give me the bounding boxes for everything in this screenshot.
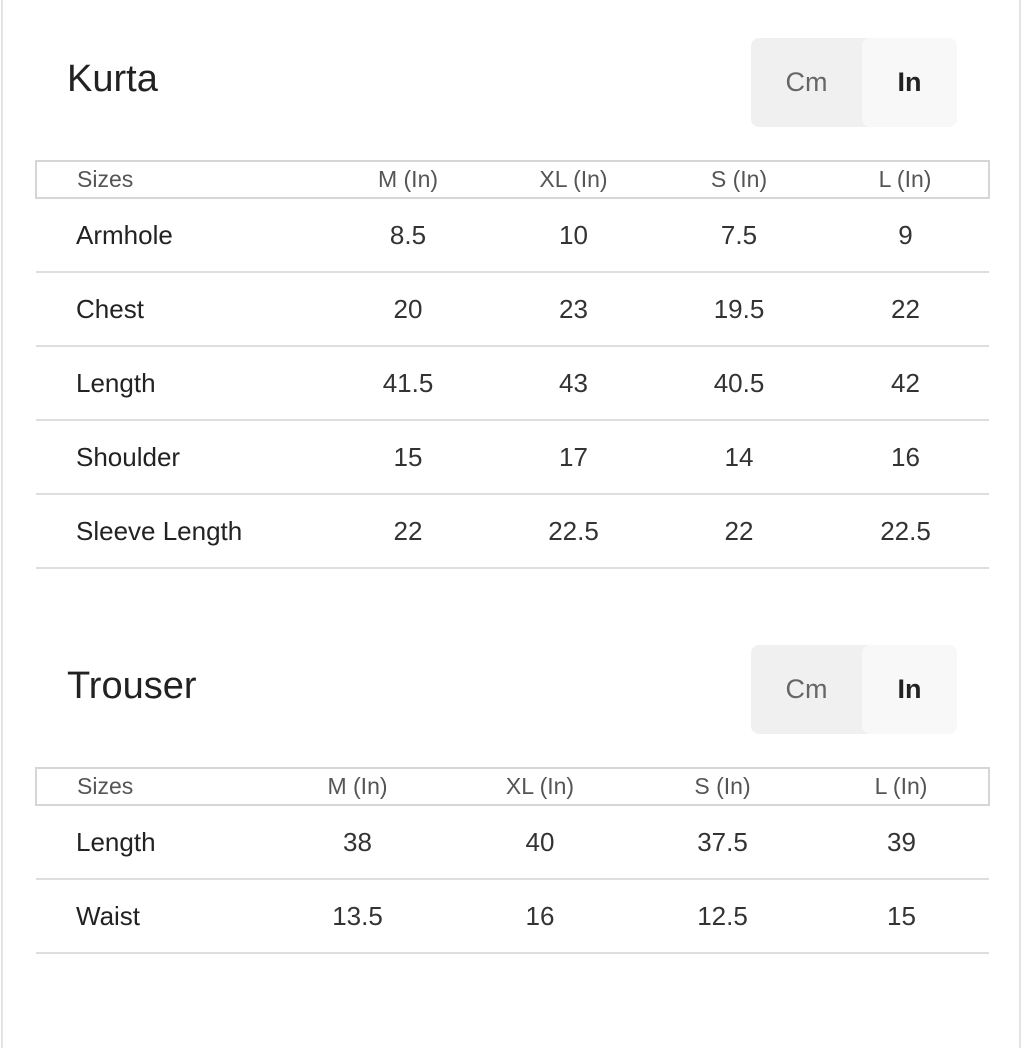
measurement-label: Length xyxy=(36,346,325,421)
measurement-label: Waist xyxy=(36,879,266,954)
trouser-in-option[interactable]: In xyxy=(862,645,957,734)
kurta-unit-toggle[interactable]: Cm In xyxy=(751,38,957,127)
table-row: Length 41.5 43 40.5 42 xyxy=(36,346,989,421)
measurement-value: 39 xyxy=(814,805,989,880)
column-header: L (In) xyxy=(822,160,990,199)
column-header: XL (In) xyxy=(449,767,631,806)
measurement-value: 40 xyxy=(449,805,631,880)
trouser-size-table: Sizes M (In) XL (In) S (In) L (In) Length 38 40… xyxy=(35,767,990,954)
measurement-value: 40.5 xyxy=(656,346,822,421)
column-header: S (In) xyxy=(631,767,814,806)
column-header: L (In) xyxy=(814,767,990,806)
measurement-value: 15 xyxy=(814,879,989,954)
trouser-title: Trouser xyxy=(67,665,197,707)
measurement-label: Shoulder xyxy=(36,420,325,495)
measurement-value: 8.5 xyxy=(325,198,491,273)
column-header: M (In) xyxy=(325,160,491,199)
measurement-value: 42 xyxy=(822,346,989,421)
column-header: S (In) xyxy=(656,160,822,199)
table-row: Sleeve Length 22 22.5 22 22.5 xyxy=(36,494,989,569)
column-header: Sizes xyxy=(35,767,266,806)
measurement-value: 15 xyxy=(325,420,491,495)
measurement-value: 41.5 xyxy=(325,346,491,421)
column-header: Sizes xyxy=(35,160,325,199)
measurement-value: 16 xyxy=(449,879,631,954)
trouser-cm-option[interactable]: Cm xyxy=(785,674,828,704)
table-row: Armhole 8.5 10 7.5 9 xyxy=(36,198,989,273)
measurement-value: 17 xyxy=(491,420,656,495)
table-row: Length 38 40 37.5 39 xyxy=(36,805,989,880)
column-header: M (In) xyxy=(266,767,449,806)
measurement-value: 43 xyxy=(491,346,656,421)
measurement-value: 20 xyxy=(325,272,491,347)
measurement-value: 37.5 xyxy=(631,805,814,880)
measurement-label: Armhole xyxy=(36,198,325,273)
measurement-label: Length xyxy=(36,805,266,880)
measurement-value: 22.5 xyxy=(822,494,989,569)
kurta-size-table: Sizes M (In) XL (In) S (In) L (In) Armhole 8.5… xyxy=(35,160,990,569)
measurement-value: 22.5 xyxy=(491,494,656,569)
table-row: Chest 20 23 19.5 22 xyxy=(36,272,989,347)
kurta-title: Kurta xyxy=(67,58,158,100)
measurement-value: 13.5 xyxy=(266,879,449,954)
table-row: Shoulder 15 17 14 16 xyxy=(36,420,989,495)
measurement-label: Chest xyxy=(36,272,325,347)
right-border xyxy=(1019,0,1021,1048)
kurta-in-option[interactable]: In xyxy=(862,38,957,127)
measurement-value: 10 xyxy=(491,198,656,273)
kurta-cm-option[interactable]: Cm xyxy=(785,67,828,97)
table-header-row: Sizes M (In) XL (In) S (In) L (In) xyxy=(35,767,990,806)
kurta-size-chart: Kurta Cm In Sizes M (In) XL (In) S (In) L (In… xyxy=(35,0,990,580)
measurement-value: 19.5 xyxy=(656,272,822,347)
measurement-value: 12.5 xyxy=(631,879,814,954)
trouser-unit-toggle[interactable]: Cm In xyxy=(751,645,957,734)
trouser-size-chart: Trouser Cm In Sizes M (In) XL (In) S (In) L (… xyxy=(35,607,990,967)
measurement-label: Sleeve Length xyxy=(36,494,325,569)
left-border xyxy=(1,0,3,1048)
measurement-value: 22 xyxy=(822,272,989,347)
measurement-value: 22 xyxy=(656,494,822,569)
measurement-value: 14 xyxy=(656,420,822,495)
measurement-value: 38 xyxy=(266,805,449,880)
measurement-value: 16 xyxy=(822,420,989,495)
column-header: XL (In) xyxy=(491,160,656,199)
table-header-row: Sizes M (In) XL (In) S (In) L (In) xyxy=(35,160,990,199)
measurement-value: 7.5 xyxy=(656,198,822,273)
measurement-value: 22 xyxy=(325,494,491,569)
table-row: Waist 13.5 16 12.5 15 xyxy=(36,879,989,954)
measurement-value: 9 xyxy=(822,198,989,273)
measurement-value: 23 xyxy=(491,272,656,347)
